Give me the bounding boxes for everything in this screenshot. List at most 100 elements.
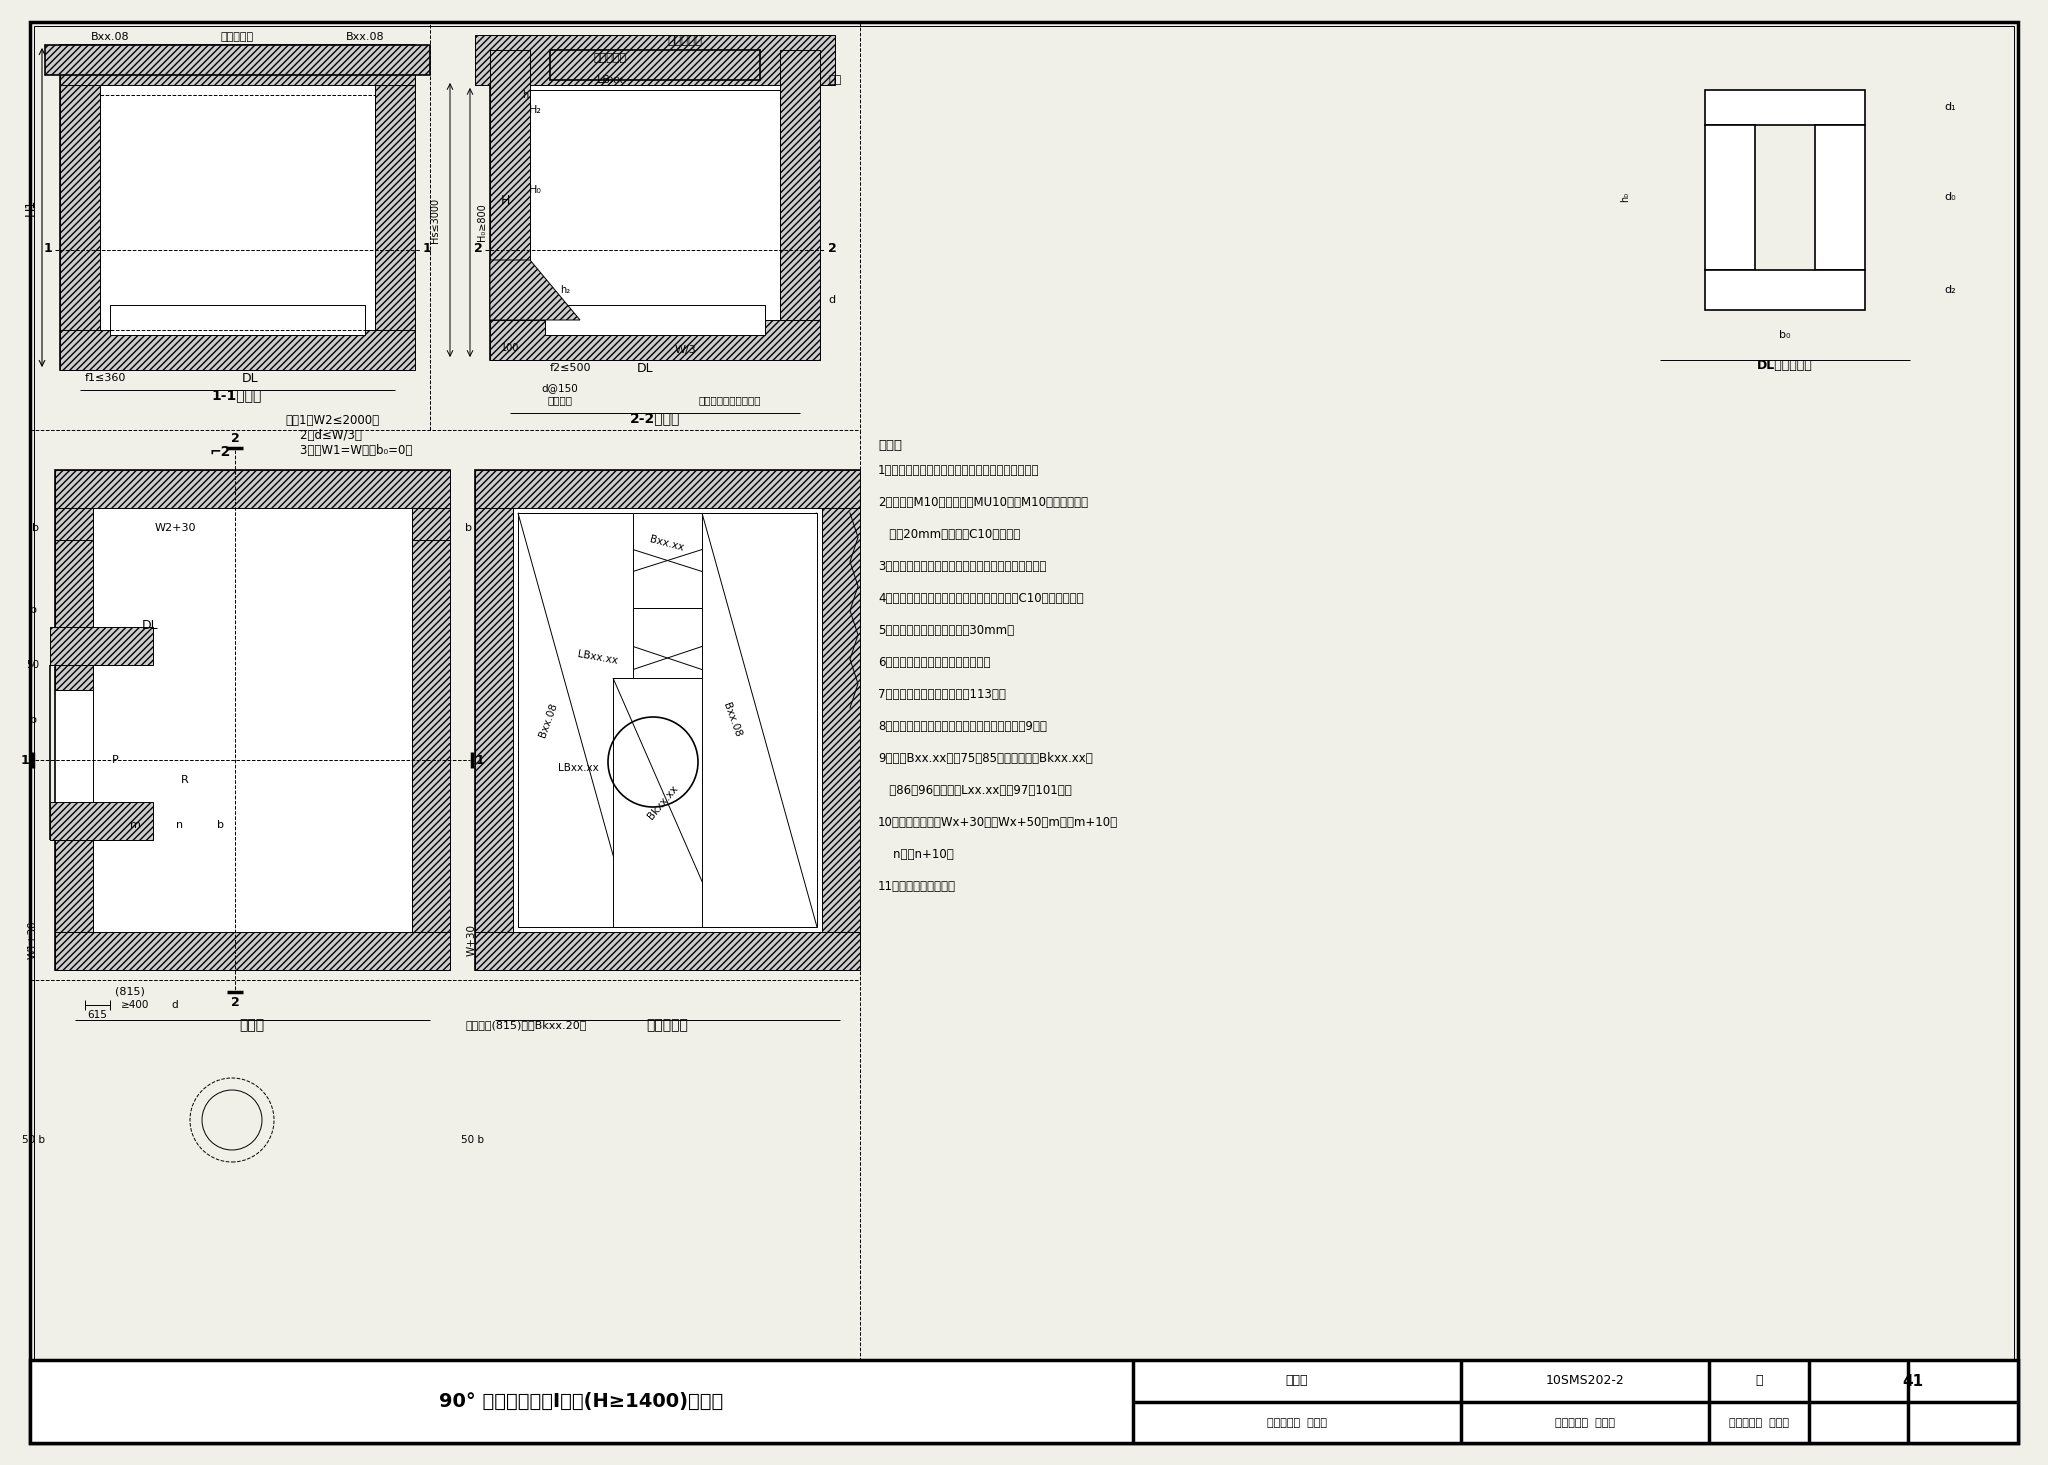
Text: 说明：: 说明： [879,438,901,451]
Text: 10SMS202-2: 10SMS202-2 [1546,1374,1624,1387]
Text: d: d [829,294,836,305]
Bar [475,932,860,970]
Text: b: b [465,523,471,533]
Bar [702,513,817,927]
Bar [518,513,633,927]
Bar [551,50,760,81]
Text: 校对刘迎歧  仁志岭: 校对刘迎歧 仁志岭 [1554,1418,1616,1428]
Text: 平面图: 平面图 [240,1018,264,1031]
Text: H₀≥800: H₀≥800 [477,204,487,240]
Text: 2．d≤W/3。: 2．d≤W/3。 [285,428,362,441]
Text: Bkxx.xx: Bkxx.xx [645,782,680,820]
Text: m: m [129,820,141,831]
Text: 与矩形管道断面配筋同: 与矩形管道断面配筋同 [698,396,762,404]
Bar [1706,270,1866,311]
Bar [31,1360,2017,1443]
Text: R: R [180,775,188,785]
Bar [821,508,860,932]
Text: 11．其他详见总说明。: 11．其他详见总说明。 [879,879,956,892]
Text: 3．检查井底板配筋与同断面矩形管道底板配筋相同。: 3．检查井底板配筋与同断面矩形管道底板配筋相同。 [879,560,1047,573]
Text: d@150: d@150 [541,382,578,393]
Text: DL配筋剑面图: DL配筋剑面图 [1757,359,1812,372]
Bar [475,470,860,508]
Bar [59,45,416,95]
Bar [475,508,512,932]
Bar [55,470,451,970]
Bar [518,513,817,608]
Text: 41: 41 [1903,1374,1923,1389]
Text: 混凝土盖板: 混凝土盖板 [221,32,254,42]
Text: ≥400: ≥400 [121,1001,150,1009]
Text: f2≤500: f2≤500 [549,363,590,374]
Text: 1-1剑面图: 1-1剑面图 [211,388,262,401]
Text: 100: 100 [502,343,520,353]
Text: b: b [29,605,37,615]
Text: W1+30: W1+30 [29,920,39,960]
Text: h: h [522,89,528,100]
Text: 1: 1 [475,753,485,766]
Text: DL: DL [242,372,258,384]
Text: 1: 1 [422,242,432,255]
Text: n: n [176,820,184,831]
Bar [375,85,416,330]
Text: 615: 615 [88,1009,106,1020]
Bar [530,89,780,319]
Text: 井筒: 井筒 [827,75,842,85]
Bar [111,305,365,335]
Bar [475,35,836,85]
Text: 6．井筒必须放在没有支管的一侧。: 6．井筒必须放在没有支管的一侧。 [879,655,991,668]
Bar [49,627,154,665]
Text: 50 b: 50 b [461,1135,483,1146]
Text: 敶面20mm厚；或用C10混凝土。: 敶面20mm厚；或用C10混凝土。 [879,527,1020,541]
Bar [49,801,154,839]
Text: n改为n+10。: n改为n+10。 [879,847,954,860]
Text: 双层双向: 双层双向 [547,396,573,404]
Bar [55,932,451,970]
Text: 50 b: 50 b [20,1135,45,1146]
Text: f1≤360: f1≤360 [84,374,125,382]
Text: 7．因形管道穿墙做法参见第113页。: 7．因形管道穿墙做法参见第113页。 [879,687,1006,700]
Text: P: P [113,754,119,765]
Text: 注：1．W2≤2000。: 注：1．W2≤2000。 [285,413,379,426]
Bar [1815,125,1866,270]
Text: Bxx.08: Bxx.08 [346,32,385,42]
Text: h₀: h₀ [1620,192,1630,202]
Bar [489,50,819,360]
Text: Bxx.08: Bxx.08 [90,32,129,42]
Bar [489,319,819,360]
Text: b: b [217,820,223,831]
Bar [59,85,100,330]
Text: LBxx.xx: LBxx.xx [557,763,598,774]
Text: 4．接入支管管底下部超挖部分用级配砂石或C10混凝土塡实。: 4．接入支管管底下部超挖部分用级配砂石或C10混凝土塡实。 [879,592,1083,605]
Text: W/3: W/3 [674,344,696,355]
Bar [59,330,416,371]
Text: 图集号: 图集号 [1286,1374,1309,1387]
Bar [489,50,530,319]
Bar [612,678,723,927]
Text: W+30: W+30 [467,924,477,957]
Text: d₂: d₂ [1944,286,1956,294]
Text: H: H [500,193,510,207]
Text: 审核王长祥  刘迎歧: 审核王长祥 刘迎歧 [1268,1418,1327,1428]
Text: 10．用于石砂体时Wx+30改为Wx+50，m改为m+10，: 10．用于石砂体时Wx+30改为Wx+50，m改为m+10， [879,816,1118,829]
Text: LBxx: LBxx [596,75,623,85]
Text: H₀: H₀ [528,185,541,195]
Text: Bxx.08: Bxx.08 [721,702,743,738]
Text: (815): (815) [115,987,145,998]
Bar [1706,89,1866,125]
Text: d: d [172,1001,178,1009]
Text: 9．盖板Bxx.xx见第75～85页；人孔盖板Bkxx.xx见: 9．盖板Bxx.xx见第75～85页；人孔盖板Bkxx.xx见 [879,752,1094,765]
Text: 井盖及支座: 井盖及支座 [668,34,702,47]
Text: 页: 页 [1755,1374,1763,1387]
Bar [92,508,412,932]
Text: d₀: d₀ [1944,192,1956,202]
Text: 设计冯树健  冯树健: 设计冯树健 冯树健 [1729,1418,1790,1428]
Bar [45,45,430,75]
Text: h₂: h₂ [559,286,569,294]
Bar [545,305,766,335]
Text: Hs≤3000: Hs≤3000 [430,198,440,243]
Text: b: b [31,523,39,533]
Text: 混凝土盖板: 混凝土盖板 [594,53,627,63]
Text: 1: 1 [20,753,29,766]
Text: 2: 2 [231,432,240,444]
